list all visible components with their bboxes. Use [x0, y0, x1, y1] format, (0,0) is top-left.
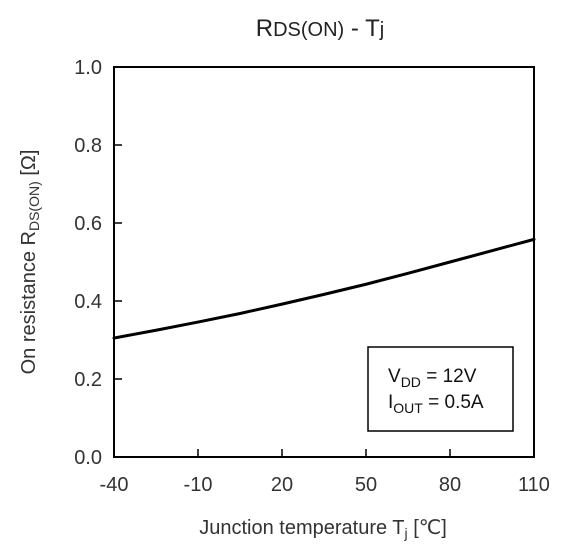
- x-tick-label: -10: [184, 474, 213, 496]
- annotation-vdd: VDD = 12V: [388, 366, 477, 390]
- x-axis-label-sub: j: [404, 525, 408, 541]
- annotation-iout-sub: OUT: [393, 400, 423, 416]
- y-tick-label: 0.0: [74, 447, 102, 469]
- annotation-frame: [367, 346, 514, 432]
- y-axis-ticks: 0.0 0.2 0.4 0.6 0.8 1.0: [74, 57, 122, 469]
- series-line: [112, 237, 536, 340]
- chart-title-main-sub: DS(ON): [273, 19, 344, 41]
- x-axis-label-prefix: Junction temperature T: [199, 517, 404, 539]
- y-axis-label-prefix: On resistance R: [18, 231, 40, 374]
- x-tick-label: 80: [439, 474, 461, 496]
- x-tick-label: 20: [271, 474, 293, 496]
- y-tick-label: 0.4: [74, 291, 102, 313]
- chart-title-sep: - T: [344, 15, 380, 42]
- x-axis-ticks: -40 -10 20 50 80 110: [100, 449, 550, 496]
- annotation-vdd-prefix: V: [388, 366, 401, 387]
- chart-title-main: R: [256, 15, 273, 42]
- x-tick-label: -40: [100, 474, 129, 496]
- annotation-iout: IOUT = 0.5A: [388, 392, 484, 416]
- y-axis-label-sub: DS(ON): [26, 181, 42, 231]
- x-axis-label-suffix: [℃]: [408, 517, 447, 539]
- annotation-iout-suffix: = 0.5A: [423, 392, 484, 413]
- annotation-box: VDD = 12V IOUT = 0.5A: [367, 346, 514, 432]
- annotation-vdd-sub: DD: [401, 374, 421, 390]
- y-axis-label: On resistance RDS(ON) [Ω]: [18, 150, 42, 375]
- x-tick-label: 50: [355, 474, 377, 496]
- y-tick-label: 0.2: [74, 369, 102, 391]
- y-tick-label: 1.0: [74, 57, 102, 79]
- chart-title: RDS(ON) - Tj: [256, 15, 384, 42]
- y-axis-label-suffix: [Ω]: [18, 150, 40, 182]
- plot-frame: [113, 66, 535, 458]
- annotation-iout-prefix: I: [388, 392, 393, 413]
- x-axis-label: Junction temperature Tj [℃]: [199, 517, 447, 541]
- annotation-vdd-suffix: = 12V: [421, 366, 477, 387]
- y-tick-label: 0.8: [74, 135, 102, 157]
- x-tick-label: 110: [518, 474, 550, 496]
- y-tick-label: 0.6: [74, 213, 102, 235]
- chart-title-sep-sub: j: [379, 19, 384, 41]
